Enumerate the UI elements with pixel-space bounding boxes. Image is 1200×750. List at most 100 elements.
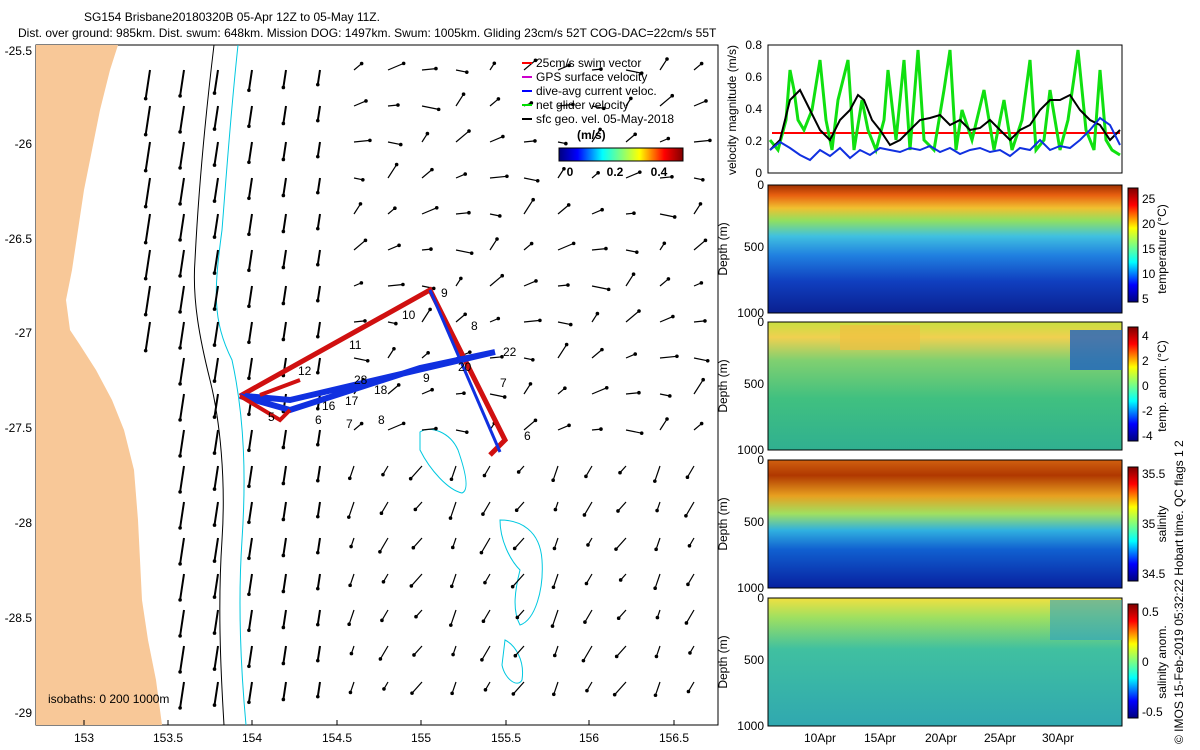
velocity-arrow: [693, 379, 704, 395]
velocity-arrow-head: [600, 207, 604, 212]
velocity-arrow-head: [178, 526, 182, 530]
velocity-arrow-head: [281, 445, 286, 450]
velocity-arrow-head: [463, 312, 467, 317]
velocity-arrow: [144, 105, 151, 135]
velocity-arrow: [179, 681, 185, 709]
velocity-arrow-head: [315, 586, 320, 591]
velocity-arrow-head: [247, 340, 251, 345]
velocity-arrow-head: [281, 265, 286, 270]
velocity-arrow-head: [612, 692, 617, 697]
velocity-arrow-head: [178, 94, 182, 98]
dive-avg-current-track: [239, 349, 496, 414]
velocity-arrow: [489, 356, 502, 359]
velocity-arrow-head: [178, 634, 182, 638]
velocity-arrow-head: [516, 470, 521, 474]
velocity-arrow: [144, 321, 151, 351]
velocity-arrow: [482, 501, 491, 515]
velocity-arrow-head: [483, 580, 487, 585]
velocity-arrow: [514, 645, 525, 657]
depth-tick: 0: [757, 591, 764, 605]
velocity-arrow-head: [632, 211, 636, 216]
depth-label: Depth (m): [716, 497, 730, 550]
velocity-arrow: [213, 213, 219, 238]
lon-tick: 155: [411, 731, 431, 745]
velocity-arrow: [379, 645, 389, 660]
velocity-arrow: [379, 537, 389, 553]
depth-tick: 1000: [737, 443, 764, 457]
velocity-arrow-head: [654, 654, 659, 659]
velocity-arrow: [455, 69, 467, 73]
velocity-arrow: [353, 203, 361, 215]
velocity-arrow-head: [247, 268, 251, 273]
velocity-arrow-head: [638, 170, 642, 174]
velocity-arrow: [282, 177, 287, 196]
velocity-arrow: [625, 69, 642, 74]
day-label: 7: [346, 417, 353, 431]
legend-label: GPS surface velocity: [536, 70, 647, 84]
velocity-arrow: [316, 285, 321, 301]
velocity-arrow: [282, 249, 287, 268]
velocity-arrow-head: [247, 160, 251, 165]
speed-colorbar: [558, 147, 684, 162]
velocity-arrow: [625, 429, 642, 434]
lat-tick: -28.5: [5, 611, 33, 625]
colorbar-title: (m/s): [577, 128, 606, 142]
velocity-arrow: [213, 501, 219, 526]
depth-tick: 500: [744, 240, 764, 254]
velocity-arrow: [655, 645, 661, 657]
velocity-arrow-head: [349, 544, 353, 549]
velocity-arrow: [455, 93, 465, 107]
velocity-arrow-head: [600, 347, 604, 352]
velocity-arrow: [282, 537, 287, 556]
velocity-arrow-head: [449, 623, 453, 627]
temp-anomaly-cold-patch: [1070, 330, 1122, 370]
velocity-arrow-head: [599, 427, 603, 431]
velocity-arrow-head: [653, 586, 657, 590]
velocity-arrow-head: [412, 653, 416, 657]
velocity-arrow: [247, 429, 253, 451]
velocity-arrow-head: [684, 621, 689, 625]
day-label: 12: [298, 364, 312, 378]
depth-label: Depth (m): [716, 635, 730, 688]
velocity-arrow-head: [672, 215, 677, 219]
velocity-arrow-head: [583, 620, 587, 624]
velocity-arrow: [625, 273, 635, 287]
velocity-arrow: [179, 609, 185, 637]
velocity-arrow: [387, 348, 395, 359]
velocity-arrow: [247, 285, 253, 307]
velocity-arrow: [591, 129, 601, 143]
velocity-arrow-head: [315, 514, 320, 519]
velocity-arrow: [685, 501, 695, 517]
lat-tick: -26.5: [5, 232, 33, 246]
velocity-arrow: [552, 465, 559, 481]
velocity-arrow: [512, 573, 525, 588]
velocity-arrow-head: [501, 134, 505, 139]
velocity-arrow-head: [616, 509, 620, 513]
depth-tick: 500: [744, 377, 764, 391]
velocity-arrow-head: [178, 166, 182, 170]
velocity-arrow: [523, 177, 538, 182]
day-label: 8: [471, 319, 478, 333]
velocity-arrow-head: [467, 129, 471, 133]
time-tick: 25Apr: [984, 731, 1016, 745]
velocity-arrow-head: [500, 355, 504, 359]
velocity-arrow-head: [411, 545, 416, 550]
velocity-arrow: [316, 573, 321, 589]
section-cbar-tick: 0: [1142, 379, 1149, 393]
velocity-arrow: [179, 573, 185, 601]
velocity-arrow-head: [212, 595, 217, 599]
velocity-arrow-head: [401, 61, 406, 66]
salinity-section: [767, 459, 1123, 589]
seamount-contour-2: [499, 519, 543, 626]
velocity-arrow-head: [178, 562, 182, 566]
velocity-arrow: [659, 213, 675, 218]
velocity-arrow: [557, 242, 574, 251]
velocity-arrow-head: [178, 418, 182, 422]
velocity-arrow: [247, 573, 253, 595]
velocity-arrow: [421, 285, 434, 289]
velocity-arrow: [213, 573, 219, 598]
velocity-arrow-head: [247, 304, 251, 309]
velocity-arrow: [615, 537, 627, 550]
velocity-arrow-head: [631, 272, 636, 277]
velocity-arrow: [213, 357, 219, 382]
